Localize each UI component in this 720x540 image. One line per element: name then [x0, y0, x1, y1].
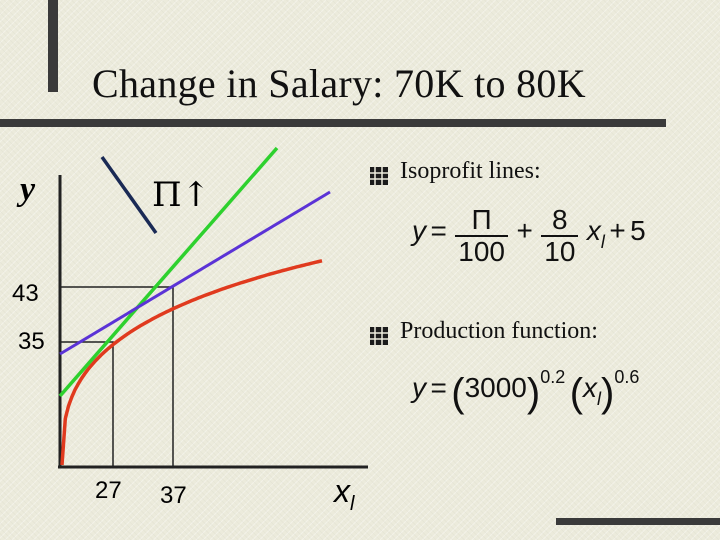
profit-increase-symbol: Π↑ — [152, 175, 210, 215]
eq2-paren2-close: ) — [601, 370, 615, 415]
title-rule — [0, 119, 666, 127]
isoprofit-line-new — [58, 146, 279, 398]
eq2-base-exp: 0.2 — [540, 367, 566, 387]
y-axis-label: y — [16, 171, 36, 208]
y-tick-43: 43 — [12, 280, 39, 307]
eq2-var: x — [583, 372, 598, 403]
eq2-paren-close: ) — [526, 370, 541, 415]
x-axis-label: xl — [332, 473, 355, 515]
bullet-hash-icon — [370, 327, 388, 345]
bullet-hash-icon — [370, 167, 388, 185]
left-accent-bar — [48, 0, 58, 92]
x-tick-37: 37 — [160, 482, 187, 509]
isoprofit-line-old — [59, 190, 331, 356]
eq2-base: 3000 — [464, 372, 527, 403]
eq1-var-sub: l — [600, 232, 605, 253]
production-equation: y = (3000)0.2 (xl)0.6 — [412, 367, 639, 415]
bullet-production-label: Production function: — [400, 318, 598, 344]
eq2-var-sub: l — [597, 389, 602, 409]
eq1-equals: = — [430, 215, 447, 247]
eq1-lhs: y — [412, 215, 426, 247]
isoprofit-equation: y = Π 100 + 8 10 xl + 5 — [412, 205, 646, 267]
isoprofit-shift-line — [100, 155, 158, 235]
eq2-paren-open: ( — [451, 370, 465, 415]
eq1-frac2-den: 10 — [541, 235, 579, 267]
eq1-frac1-num: Π — [471, 204, 492, 235]
bullet-isoprofit-label: Isoprofit lines: — [400, 158, 541, 184]
eq1-plus2: + — [609, 215, 626, 247]
x-tick-27: 27 — [95, 477, 122, 504]
eq1-constant: 5 — [630, 215, 646, 247]
eq2-lhs: y — [412, 372, 426, 403]
eq2-paren2-open: ( — [569, 370, 584, 415]
eq1-frac1-den: 100 — [455, 235, 508, 267]
eq2-var-exp: 0.6 — [614, 367, 640, 387]
eq1-plus1: + — [516, 215, 533, 247]
bottom-rule — [556, 518, 720, 525]
eq1-fraction-wage: 8 10 — [541, 204, 579, 267]
eq2-equals: = — [430, 372, 447, 403]
eq1-fraction-profit: Π 100 — [455, 205, 508, 267]
y-tick-35: 35 — [18, 328, 45, 355]
slide-title: Change in Salary: 70K to 80K — [92, 61, 586, 106]
eq1-var: x — [586, 215, 601, 247]
eq1-frac2-num: 8 — [552, 204, 568, 235]
production-function-curve — [60, 259, 323, 466]
x-axis-label-subscript: l — [350, 493, 355, 515]
